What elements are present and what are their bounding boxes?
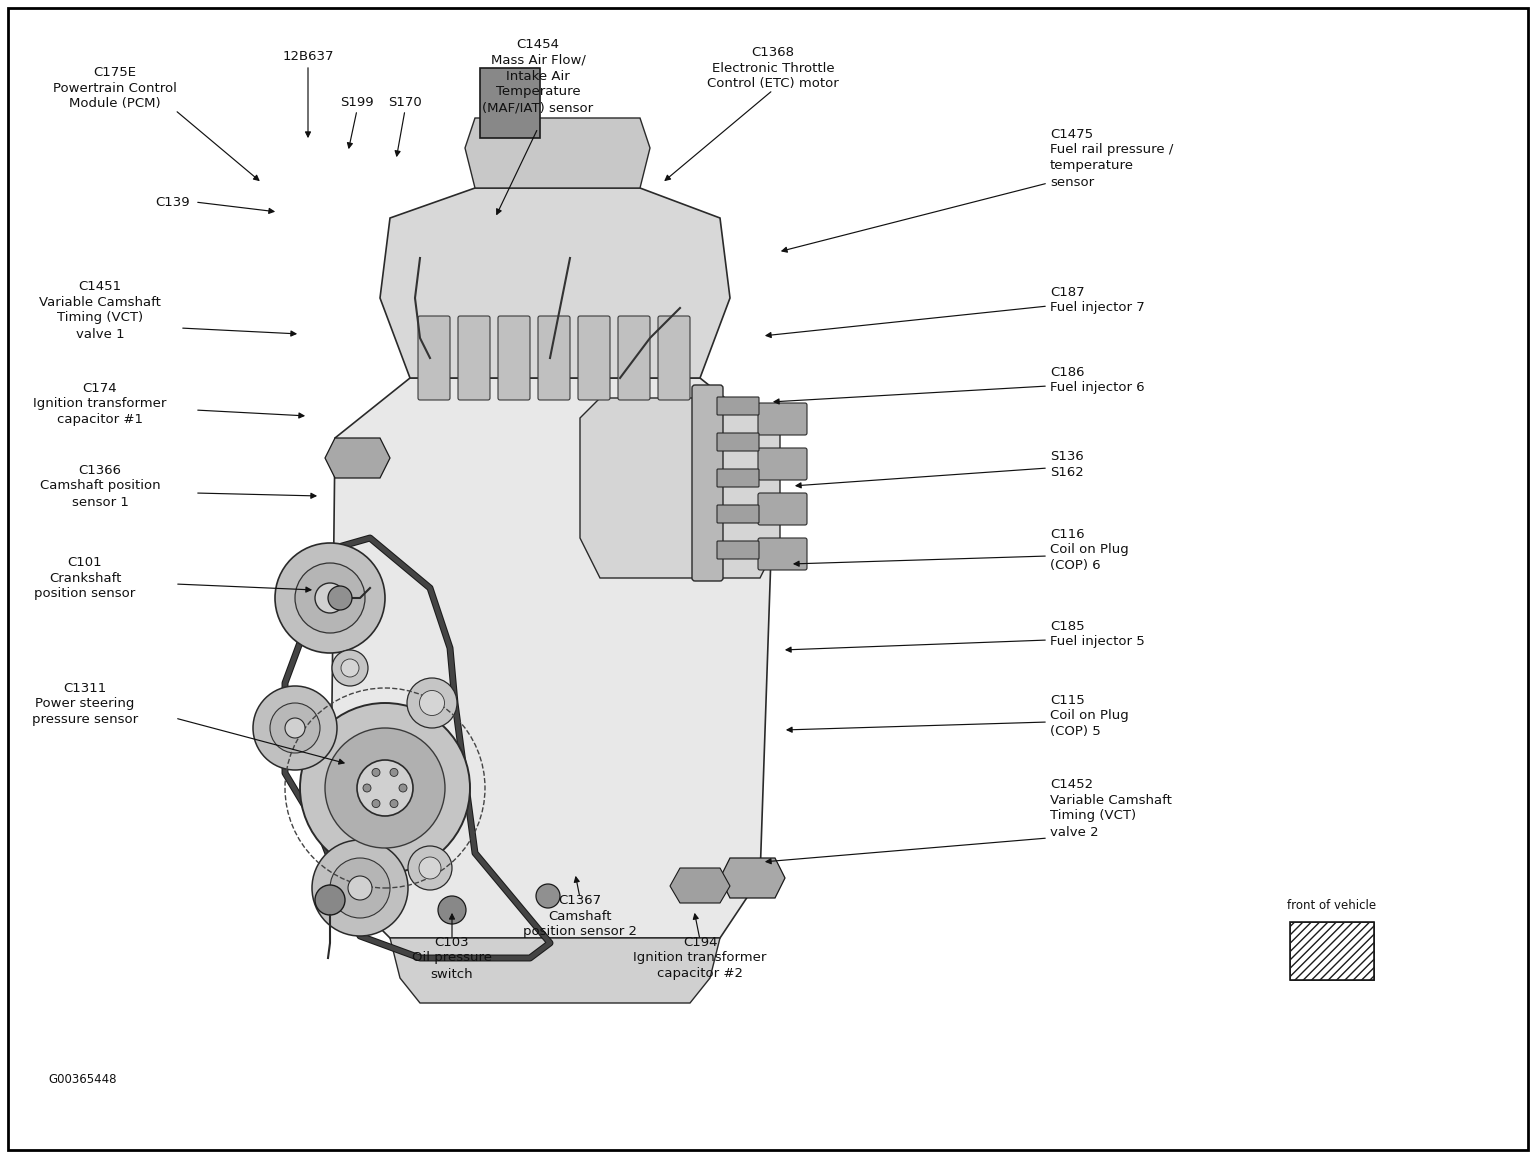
Circle shape — [407, 677, 458, 728]
Circle shape — [253, 686, 336, 770]
Text: C1454
Mass Air Flow/
Intake Air
Temperature
(MAF/IAT) sensor: C1454 Mass Air Flow/ Intake Air Temperat… — [482, 37, 593, 115]
Bar — [1290, 922, 1375, 980]
Circle shape — [390, 769, 398, 776]
FancyBboxPatch shape — [757, 493, 806, 525]
FancyBboxPatch shape — [757, 538, 806, 570]
Circle shape — [409, 846, 452, 891]
Text: C194
Ignition transformer
capacitor #2: C194 Ignition transformer capacitor #2 — [633, 936, 766, 981]
Text: S170: S170 — [389, 95, 422, 109]
Text: G00365448: G00365448 — [48, 1073, 117, 1086]
Circle shape — [326, 728, 445, 848]
FancyBboxPatch shape — [717, 505, 759, 523]
Circle shape — [275, 543, 386, 653]
Text: C1368
Electronic Throttle
Control (ETC) motor: C1368 Electronic Throttle Control (ETC) … — [707, 45, 839, 90]
Text: 12B637: 12B637 — [283, 50, 333, 63]
Circle shape — [341, 659, 359, 677]
Text: C1475
Fuel rail pressure /
temperature
sensor: C1475 Fuel rail pressure / temperature s… — [1051, 127, 1174, 189]
Text: C103
Oil pressure
switch: C103 Oil pressure switch — [412, 936, 492, 981]
Text: C1367
Camshaft
position sensor 2: C1367 Camshaft position sensor 2 — [522, 894, 637, 938]
Circle shape — [315, 582, 346, 613]
Text: C139: C139 — [155, 196, 189, 208]
Polygon shape — [330, 378, 776, 938]
FancyBboxPatch shape — [617, 316, 650, 400]
FancyBboxPatch shape — [657, 316, 690, 400]
Text: C1366
Camshaft position
sensor 1: C1366 Camshaft position sensor 1 — [40, 463, 160, 508]
Circle shape — [390, 799, 398, 807]
FancyBboxPatch shape — [479, 68, 541, 138]
Circle shape — [329, 586, 352, 610]
Polygon shape — [390, 938, 720, 1003]
Circle shape — [300, 703, 470, 873]
Circle shape — [372, 799, 379, 807]
FancyBboxPatch shape — [458, 316, 490, 400]
FancyBboxPatch shape — [717, 541, 759, 559]
Bar — [1290, 922, 1375, 980]
Circle shape — [286, 718, 306, 738]
Circle shape — [362, 784, 372, 792]
Polygon shape — [379, 188, 730, 378]
Circle shape — [419, 690, 444, 716]
FancyBboxPatch shape — [578, 316, 610, 400]
Circle shape — [356, 760, 413, 816]
Circle shape — [295, 563, 366, 633]
Text: S199: S199 — [339, 95, 373, 109]
Circle shape — [332, 650, 369, 686]
FancyBboxPatch shape — [693, 384, 723, 581]
Polygon shape — [581, 398, 780, 578]
Text: C116
Coil on Plug
(COP) 6: C116 Coil on Plug (COP) 6 — [1051, 528, 1129, 572]
FancyBboxPatch shape — [717, 469, 759, 488]
Text: C187
Fuel injector 7: C187 Fuel injector 7 — [1051, 286, 1144, 315]
Circle shape — [438, 896, 465, 924]
Circle shape — [330, 858, 390, 918]
Text: C115
Coil on Plug
(COP) 5: C115 Coil on Plug (COP) 5 — [1051, 694, 1129, 739]
Circle shape — [270, 703, 319, 753]
Polygon shape — [670, 868, 730, 903]
FancyBboxPatch shape — [717, 433, 759, 450]
Circle shape — [372, 769, 379, 776]
FancyBboxPatch shape — [757, 448, 806, 481]
Circle shape — [399, 784, 407, 792]
Text: front of vehicle: front of vehicle — [1287, 899, 1376, 913]
Polygon shape — [326, 438, 390, 478]
Text: C101
Crankshaft
position sensor: C101 Crankshaft position sensor — [34, 556, 135, 601]
Text: C1311
Power steering
pressure sensor: C1311 Power steering pressure sensor — [32, 682, 138, 726]
Text: C1451
Variable Camshaft
Timing (VCT)
valve 1: C1451 Variable Camshaft Timing (VCT) val… — [38, 279, 161, 340]
Polygon shape — [465, 118, 650, 188]
Circle shape — [419, 857, 441, 879]
Text: C175E
Powertrain Control
Module (PCM): C175E Powertrain Control Module (PCM) — [54, 66, 177, 110]
Circle shape — [312, 840, 409, 936]
FancyBboxPatch shape — [757, 403, 806, 435]
Circle shape — [536, 884, 561, 908]
FancyBboxPatch shape — [717, 397, 759, 415]
Text: C185
Fuel injector 5: C185 Fuel injector 5 — [1051, 620, 1144, 648]
Text: C1452
Variable Camshaft
Timing (VCT)
valve 2: C1452 Variable Camshaft Timing (VCT) val… — [1051, 777, 1172, 838]
FancyBboxPatch shape — [418, 316, 450, 400]
Text: C174
Ignition transformer
capacitor #1: C174 Ignition transformer capacitor #1 — [34, 381, 167, 426]
Polygon shape — [720, 858, 785, 897]
Circle shape — [349, 875, 372, 900]
FancyBboxPatch shape — [538, 316, 570, 400]
Text: C186
Fuel injector 6: C186 Fuel injector 6 — [1051, 366, 1144, 395]
FancyBboxPatch shape — [498, 316, 530, 400]
Circle shape — [315, 885, 346, 915]
Text: S136
S162: S136 S162 — [1051, 449, 1084, 478]
